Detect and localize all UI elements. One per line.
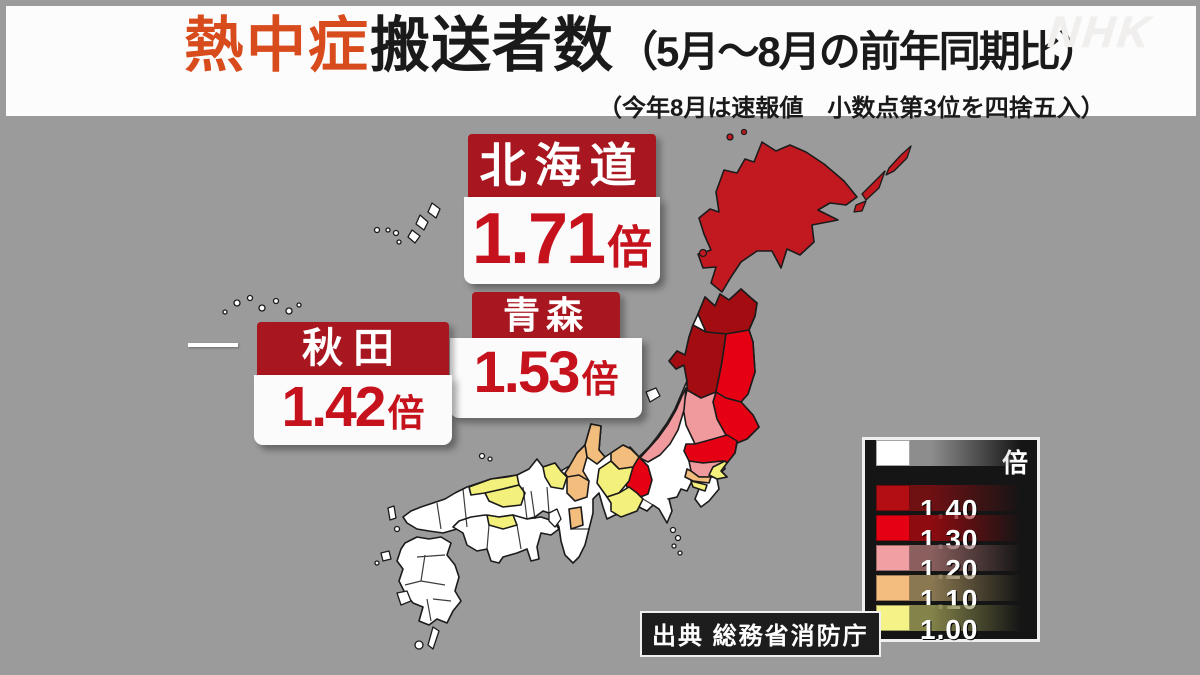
region-hokkaido xyxy=(697,128,912,293)
legend-swatch-110 xyxy=(876,575,910,601)
legend-swatch-100 xyxy=(876,605,910,631)
map-legend: 倍 1.40 1.30 1.20 1.10 1.00 xyxy=(862,437,1040,644)
legend-row: 1.00 xyxy=(876,605,1028,644)
region-kyushu xyxy=(396,536,462,626)
callout-aomori-value: 1.53 倍 xyxy=(450,338,642,418)
region-kyoto xyxy=(542,462,568,490)
callout-akita-value: 1.42 倍 xyxy=(254,375,452,445)
small-islands xyxy=(374,387,683,650)
source-badge: 出典 総務省消防庁 xyxy=(640,611,881,657)
prefecture-borders xyxy=(404,486,678,622)
value-unit: 倍 xyxy=(387,393,425,434)
value-number: 1.71 xyxy=(471,199,606,279)
region-awaji xyxy=(548,508,562,528)
value-number: 1.42 xyxy=(281,375,387,439)
callout-akita: 秋田 1.42 倍 xyxy=(254,322,452,445)
region-shiga xyxy=(566,474,590,502)
legend-row: 1.40 xyxy=(876,485,1028,524)
legend-swatch-below-100 xyxy=(876,440,910,466)
legend-swatch-130 xyxy=(876,515,910,541)
title-bar: 熱中症 搬送者数 （5月～8月の前年同期比） （今年8月は速報値 小数点第3位を四捨… xyxy=(6,6,1196,122)
callout-hokkaido-value: 1.71 倍 xyxy=(464,197,660,284)
region-aomori xyxy=(697,288,758,335)
title-subtitle: （今年8月は速報値 小数点第3位を四捨五入） xyxy=(598,95,1105,122)
title-highlight: 熱中症 xyxy=(184,12,370,79)
region-fukushima xyxy=(683,434,738,464)
region-gifu xyxy=(596,460,634,498)
nhk-logo: NHK xyxy=(1045,8,1155,57)
legend-label: 1.00 xyxy=(920,614,979,645)
title-main: 搬送者数 xyxy=(370,12,614,79)
value-number: 1.53 xyxy=(473,340,581,405)
region-okayama xyxy=(484,484,526,508)
region-tokyo xyxy=(690,480,708,492)
value-unit: 倍 xyxy=(581,359,619,400)
okinawa-inset-islands xyxy=(222,202,441,315)
value-unit: 倍 xyxy=(607,222,653,273)
legend-swatch-120 xyxy=(876,545,910,571)
region-aichi xyxy=(606,486,644,518)
callout-hokkaido-name: 北海道 xyxy=(468,134,656,197)
legend-swatch-140 xyxy=(876,485,910,511)
callout-akita-name: 秋田 xyxy=(257,322,449,375)
region-iwate xyxy=(715,329,756,403)
title-paren: （5月～8月の前年同期比） xyxy=(616,28,1101,75)
region-nara xyxy=(568,506,584,530)
page-title: 熱中症 搬送者数 （5月～8月の前年同期比） xyxy=(184,12,1101,79)
callout-hokkaido: 北海道 1.71 倍 xyxy=(464,134,660,284)
legend-row: 1.20 xyxy=(876,545,1028,584)
legend-row: 1.30 xyxy=(876,515,1028,554)
callout-aomori: 青森 1.53 倍 xyxy=(450,292,642,418)
legend-row xyxy=(876,440,1028,466)
region-ibaraki xyxy=(708,460,728,480)
region-noto-ishikawa xyxy=(584,423,606,465)
akita-leader-line xyxy=(188,343,238,347)
region-saitama xyxy=(684,468,712,484)
legend-row: 1.10 xyxy=(876,575,1028,614)
callout-aomori-name: 青森 xyxy=(472,292,620,338)
